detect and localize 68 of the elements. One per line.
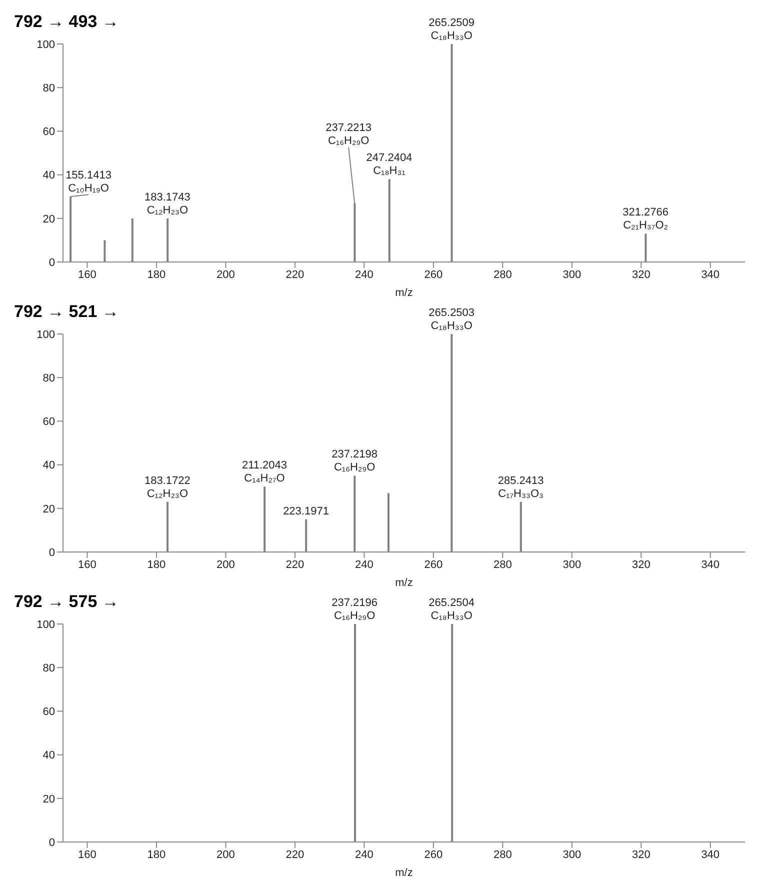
- x-tick-label: 180: [147, 848, 166, 861]
- y-tick-label: 100: [36, 38, 55, 51]
- y-tick-label: 60: [42, 416, 55, 428]
- x-tick-label: 220: [286, 268, 304, 281]
- y-tick-label: 20: [42, 213, 55, 226]
- y-tick-label: 20: [42, 793, 55, 806]
- annotation: 285.2413 C₁₇H₃₃O₃: [498, 474, 544, 500]
- x-tick-label: 340: [701, 268, 720, 281]
- x-tick-label: 320: [632, 268, 650, 281]
- x-tick-label: 320: [632, 558, 650, 571]
- x-tick-label: 160: [78, 848, 96, 861]
- x-tick-label: 280: [493, 558, 512, 571]
- x-tick-label: 280: [493, 268, 512, 281]
- annotation: 237.2196 C₁₆H₂₉O: [332, 597, 378, 622]
- annotation: 247.2404 C₁₈H₃₁: [366, 152, 412, 178]
- y-tick-label: 100: [36, 618, 55, 631]
- y-tick-label: 0: [48, 546, 55, 559]
- chart-title: 792 → 521 →: [14, 302, 119, 322]
- x-tick-label: 200: [216, 848, 235, 861]
- chart-title: 792 → 493 →: [14, 12, 119, 32]
- annotation: 265.2504 C₁₈H₃₃O: [428, 597, 475, 622]
- x-tick-label: 220: [286, 558, 304, 571]
- annotation: 265.2503 C₁₈H₃₃O: [428, 307, 475, 332]
- x-tick-label: 320: [632, 848, 650, 861]
- y-tick-label: 80: [42, 372, 55, 385]
- y-tick-label: 60: [42, 706, 55, 718]
- x-tick-label: 240: [355, 268, 374, 281]
- x-tick-label: 260: [424, 848, 443, 861]
- x-tick-label: 300: [562, 848, 582, 861]
- x-tick-label: 260: [424, 558, 443, 571]
- x-axis-title: m/z: [395, 867, 413, 879]
- x-axis-title: m/z: [395, 577, 413, 589]
- x-tick-label: 180: [147, 268, 166, 281]
- y-tick-label: 0: [48, 256, 55, 269]
- x-tick-label: 200: [216, 268, 235, 281]
- chart-title: 792 → 575 →: [14, 592, 119, 612]
- x-tick-label: 300: [562, 268, 582, 281]
- x-axis-title: m/z: [395, 287, 413, 299]
- y-tick-label: 60: [42, 126, 55, 138]
- x-tick-label: 200: [216, 558, 235, 571]
- annotation: 183.1722 C₁₂H₂₃O: [144, 474, 190, 500]
- y-tick-label: 100: [36, 328, 55, 341]
- x-tick-label: 280: [493, 848, 512, 861]
- x-tick-label: 300: [562, 558, 582, 571]
- x-tick-label: 340: [701, 558, 720, 571]
- annotation: 183.1743 C₁₂H₂₃O: [144, 191, 190, 216]
- y-tick-label: 40: [42, 170, 55, 182]
- annotation: 321.2766 C₂₁H₃₇O₂: [622, 206, 669, 232]
- y-tick-label: 80: [42, 662, 55, 675]
- y-tick-label: 40: [42, 750, 55, 762]
- x-tick-label: 240: [355, 558, 374, 571]
- y-tick-label: 0: [48, 836, 55, 849]
- y-tick-label: 80: [42, 82, 55, 95]
- x-tick-label: 220: [286, 848, 304, 861]
- annotation: 265.2509 C₁₈H₃₃O: [428, 17, 475, 42]
- x-tick-label: 240: [355, 848, 374, 861]
- annotation: 223.1971: [283, 505, 329, 518]
- y-tick-label: 20: [42, 503, 55, 516]
- x-tick-label: 160: [78, 558, 96, 571]
- annotation: 237.2213 C₁₆H₂₉O: [326, 122, 372, 148]
- x-tick-label: 160: [78, 268, 96, 281]
- annotation: 237.2198 C₁₆H₂₉O: [332, 448, 378, 474]
- y-tick-label: 40: [42, 460, 55, 472]
- annotation: 211.2043 C₁₄H₂₇O: [242, 460, 288, 485]
- x-tick-label: 340: [701, 848, 720, 861]
- x-tick-label: 180: [147, 558, 166, 571]
- annotation: 155.1413 C₁₀H₁₉O: [66, 170, 112, 195]
- x-tick-label: 260: [424, 268, 443, 281]
